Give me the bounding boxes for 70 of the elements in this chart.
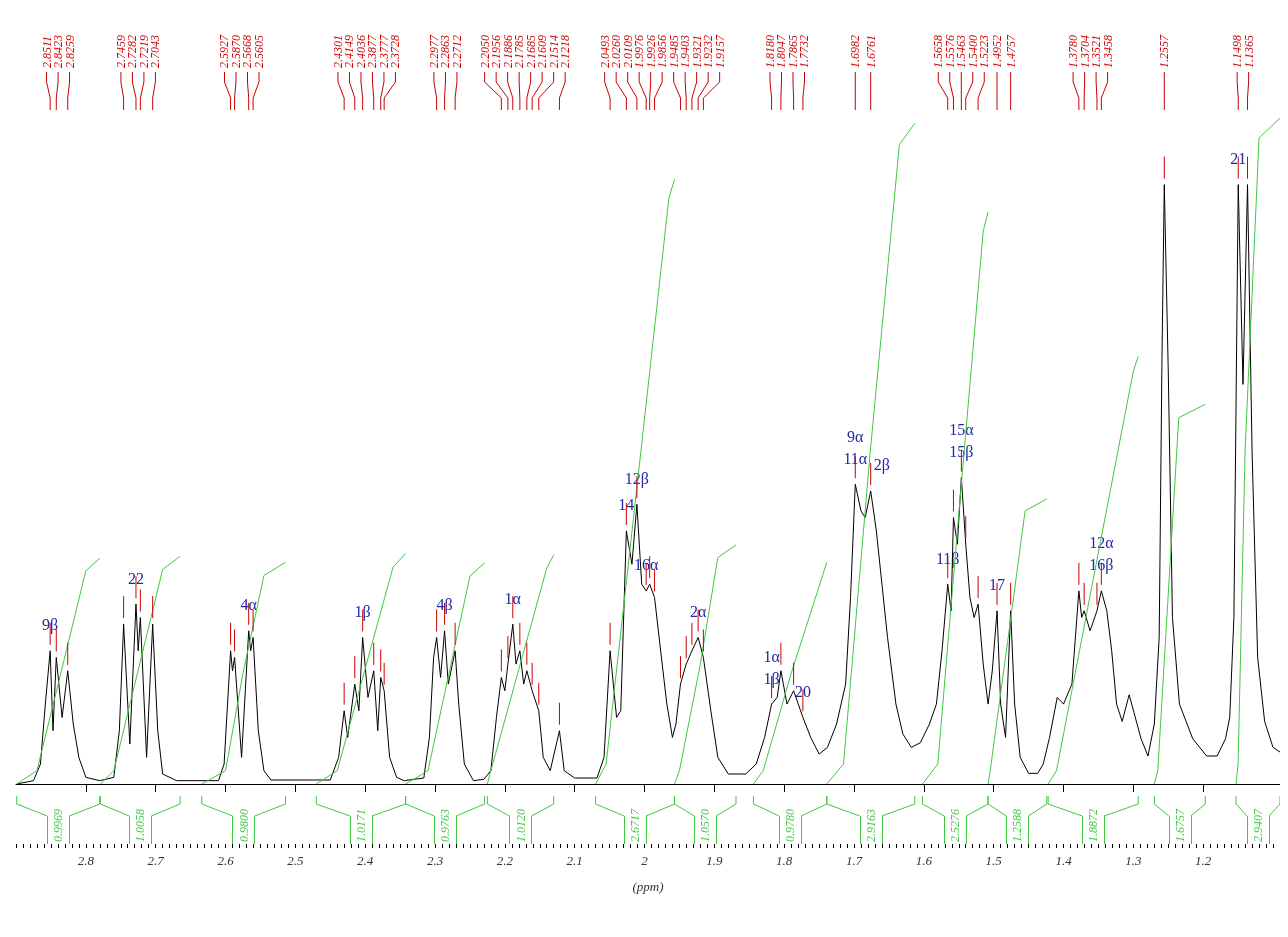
legend-label: 1.2588	[1010, 809, 1025, 842]
annotation: 4α	[240, 596, 258, 614]
x-tick-label: 2	[641, 853, 649, 868]
legend-label: 1.6757	[1172, 808, 1187, 842]
legend-label: 0.9800	[236, 809, 251, 842]
annotation: 20	[794, 682, 811, 700]
x-tick-label: 2.4	[357, 853, 374, 868]
legend-label: 1.0120	[513, 809, 528, 842]
x-tick-label: 2.7	[147, 853, 165, 868]
legend-label: 1.8872	[1086, 809, 1101, 842]
annotation: 1α	[504, 589, 522, 607]
x-tick-label: 2.2	[496, 853, 514, 868]
x-tick-label: 2.5	[287, 853, 304, 868]
annotation: 17	[989, 576, 1006, 594]
annotation: 1.7732	[797, 35, 812, 68]
annotation: 1.6982	[848, 35, 863, 68]
legend-label: 2.9163	[863, 809, 878, 842]
annotation: 4β	[436, 596, 453, 615]
annotation: 1β	[763, 669, 780, 688]
x-tick-label: 1.5	[985, 853, 1003, 868]
annotation: 14	[618, 496, 635, 514]
annotation: 11α	[843, 449, 868, 467]
legend-label: 2.6717	[628, 808, 643, 842]
legend-label: 0.9763	[438, 809, 453, 842]
annotation: 1.6761	[863, 35, 878, 68]
x-tick-label: 1.4	[1055, 853, 1073, 868]
x-tick-label: 1.2	[1195, 853, 1212, 868]
annotation: 2.0493	[597, 35, 612, 68]
x-tick-label: 1.3	[1125, 853, 1142, 868]
annotation: 12α	[1089, 534, 1115, 552]
annotation: 2.4301	[330, 35, 345, 68]
legend-label: 1.0570	[698, 809, 713, 842]
annotation: 2.2050	[477, 35, 492, 68]
annotation: 1.8047	[774, 34, 789, 68]
annotation: 15α	[949, 421, 975, 439]
annotation: 1.4952	[990, 35, 1005, 68]
annotation: 1.4757	[1003, 34, 1018, 68]
legend-label: 0.9780	[783, 809, 798, 842]
annotation: 1.8180	[763, 35, 777, 68]
legend-label: 1.0058	[133, 809, 148, 842]
legend-label: 2.9407	[1251, 808, 1265, 842]
annotation: 1.7865	[786, 35, 800, 68]
legend-label: 1.0171	[353, 809, 368, 842]
annotation: 2.3728	[388, 35, 403, 68]
annotation: 1β	[354, 602, 371, 621]
annotation: 9β	[42, 616, 59, 635]
annotation: 2.7043	[148, 35, 163, 68]
x-axis-title: (ppm)	[632, 879, 664, 894]
annotation: 2α	[689, 602, 707, 620]
annotation: 1.5223	[977, 35, 992, 68]
x-tick-label: 1.7	[845, 853, 863, 868]
x-tick-label: 2.8	[77, 853, 95, 868]
annotation: 1α	[763, 647, 781, 665]
annotation: 21	[1230, 150, 1247, 168]
x-tick-label: 1.8	[776, 853, 793, 868]
x-tick-label: 2.6	[217, 853, 235, 868]
x-tick-label: 1.9	[706, 853, 723, 868]
legend-label: 2.5276	[948, 809, 963, 842]
x-tick-label: 2.1	[566, 853, 583, 868]
annotation: 2.8511	[39, 35, 54, 68]
legend-label: 0.9969	[51, 809, 66, 842]
x-tick-label: 2.3	[426, 853, 444, 868]
annotation: 22	[127, 569, 144, 587]
annotation: 2.2977	[426, 34, 441, 68]
annotation: 2.1218	[558, 35, 573, 68]
x-tick-label: 1.6	[915, 853, 933, 868]
annotation: 2β	[873, 456, 890, 475]
annotation: 2.7459	[113, 35, 128, 68]
annotation: 9α	[847, 427, 865, 445]
annotation: 1.2557	[1157, 34, 1172, 68]
